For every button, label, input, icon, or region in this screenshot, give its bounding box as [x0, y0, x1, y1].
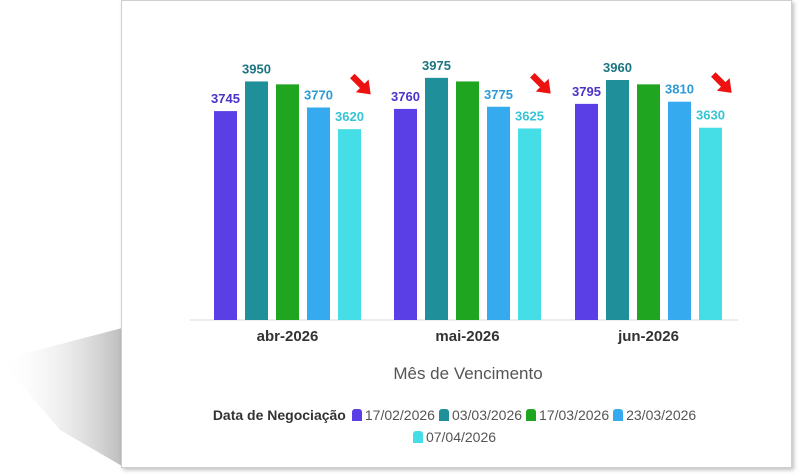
bar	[518, 128, 541, 320]
data-label: 3950	[242, 61, 271, 76]
card-shadow	[0, 328, 122, 466]
bar	[394, 108, 417, 320]
data-label: 3620	[335, 109, 364, 124]
legend-swatch	[412, 431, 423, 443]
x-axis-title: Mês de Vencimento	[393, 364, 542, 383]
x-tick-label: abr-2026	[257, 328, 319, 345]
legend-swatch	[351, 409, 362, 421]
legend-item[interactable]: 17/03/2026	[526, 407, 609, 423]
legend-row: 07/04/2026	[122, 426, 791, 448]
legend-label: 23/03/2026	[626, 407, 697, 423]
bar	[575, 103, 598, 320]
arrow-shape	[530, 72, 551, 94]
legend-label: 03/03/2026	[451, 407, 523, 423]
bar	[425, 77, 448, 320]
legend-label: 07/04/2026	[425, 429, 497, 445]
data-label: 3745	[211, 91, 240, 106]
bar	[637, 84, 660, 320]
legend-title: Data de Negociação	[212, 407, 346, 423]
data-label: 3770	[304, 87, 333, 102]
legend: Data de Negociação 17/02/2026 03/03/2026 1…	[122, 404, 791, 448]
legend-label: 17/02/2026	[364, 407, 435, 423]
data-label: 3960	[603, 60, 632, 75]
bar	[606, 80, 629, 320]
legend-swatch	[526, 409, 537, 421]
bar	[668, 101, 691, 320]
legend-item[interactable]: 23/03/2026	[613, 407, 696, 423]
bar	[307, 107, 330, 320]
data-label: 3810	[665, 82, 694, 97]
x-tick-label: jun-2026	[617, 328, 679, 345]
legend-item[interactable]: 17/02/2026	[351, 407, 435, 423]
legend-swatch	[613, 409, 624, 421]
arrow-icon	[530, 72, 551, 94]
legend-item[interactable]: 03/03/2026	[438, 407, 523, 423]
bar	[338, 129, 361, 320]
bar	[214, 111, 237, 320]
data-label: 3630	[696, 108, 725, 123]
bar	[245, 81, 268, 320]
bar	[699, 127, 722, 320]
legend-label: 17/03/2026	[539, 407, 610, 423]
bar	[456, 81, 479, 320]
arrow-icon	[711, 72, 732, 93]
bar	[487, 106, 510, 320]
data-label: 3775	[484, 87, 513, 102]
bar	[276, 84, 299, 320]
data-label: 3625	[515, 108, 544, 123]
arrow-shape	[350, 73, 371, 95]
data-label: 3975	[422, 58, 451, 73]
data-label: 3760	[391, 89, 420, 104]
legend-row: Data de Negociação 17/02/2026 03/03/2026 1…	[122, 404, 791, 426]
arrow-shape	[711, 72, 732, 93]
x-tick-label: mai-2026	[435, 328, 499, 345]
chart-card: 3745 3950 3770 3620 abr-2026 3760 3975 3775 3625…	[121, 0, 792, 468]
legend-swatch	[438, 409, 449, 421]
data-label: 3795	[572, 84, 601, 99]
arrow-icon	[350, 73, 371, 95]
legend-item[interactable]: 07/04/2026	[412, 429, 497, 445]
